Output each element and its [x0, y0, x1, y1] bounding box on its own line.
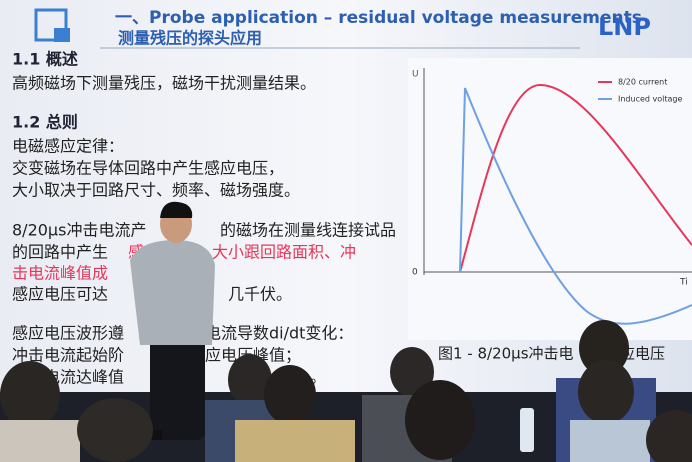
- legend-label: Induced voltage: [618, 95, 682, 104]
- text-line: 交变磁场在导体回路中产生感应电压，: [12, 159, 284, 178]
- text-line: 。: [310, 368, 326, 387]
- axis-label: Ti: [679, 278, 688, 288]
- text-line: 大小取决于回路尺寸、频率、磁场强度。: [12, 181, 300, 200]
- audience: [0, 320, 692, 462]
- text-line: 的磁场在测量线连接试品: [220, 221, 396, 240]
- text-line: 的回路中产生: [12, 243, 108, 262]
- presenter: [130, 201, 215, 440]
- figure-caption: 应电压: [620, 345, 665, 363]
- highlight-text: 压，大小跟回路面积、冲: [180, 243, 356, 262]
- text-line: 几千伏。: [228, 285, 292, 304]
- deco-square: [34, 8, 68, 42]
- slide-title: 一、Probe application – residual voltage m…: [115, 8, 642, 28]
- section-heading: 1.2 总则: [12, 113, 78, 132]
- text-line: 冲击电流起始阶: [12, 346, 124, 365]
- text-line: 高频磁场下测量残压，磁场干扰测量结果。: [12, 74, 316, 93]
- legend-label: 8/20 current: [618, 78, 667, 87]
- figure-caption: 图1 - 8/20μs冲击电: [438, 345, 574, 363]
- slide-subtitle: 测量残压的探头应用: [118, 29, 262, 48]
- figure-panel: [408, 58, 692, 340]
- axis-label: U: [412, 70, 419, 80]
- section-heading: 1.1 概述: [12, 50, 78, 69]
- text-line: 感应电压波形遵: [12, 324, 124, 343]
- logo: LNP: [598, 13, 651, 41]
- deco-square: [54, 28, 70, 42]
- current-curve: [459, 83, 692, 273]
- text-line: 8/20μs冲击电流产: [12, 221, 146, 240]
- axis-tick: 0: [412, 268, 418, 278]
- voltage-curve: [459, 87, 692, 325]
- highlight-text: 击电流峰值成: [12, 264, 108, 283]
- text-line: 电磁感应定律：: [12, 137, 124, 156]
- text-line: 感应电压可达: [12, 285, 108, 304]
- text-line: 电流导数di/dt变化：: [205, 324, 353, 343]
